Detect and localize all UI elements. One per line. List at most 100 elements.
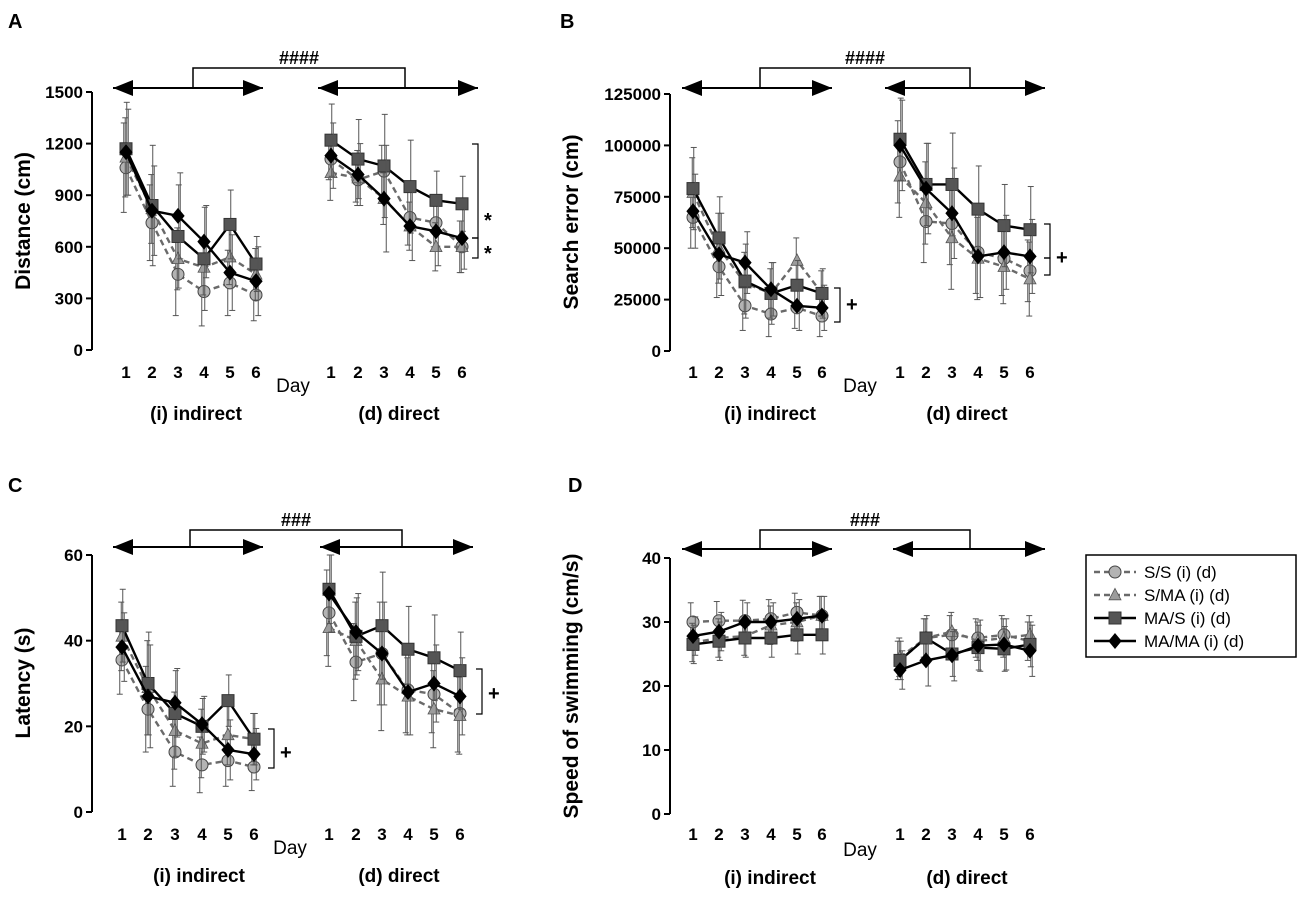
group-label: (d) direct <box>358 866 440 887</box>
x-tick-label: 1 <box>121 363 130 382</box>
data-point <box>790 253 804 266</box>
group-label: (d) direct <box>358 404 440 425</box>
legend-marker <box>1108 611 1122 625</box>
significance-marker: + <box>1056 247 1068 269</box>
data-point <box>738 614 752 630</box>
data-point <box>997 259 1011 272</box>
data-point <box>351 152 365 166</box>
data-point <box>455 197 469 211</box>
y-tick-label: 100000 <box>604 136 661 155</box>
data-point <box>453 708 467 721</box>
bracket-label: ### <box>850 510 880 530</box>
series-3 <box>119 101 469 311</box>
data-point <box>686 182 700 196</box>
significance-bracket <box>476 668 483 715</box>
data-point <box>171 251 185 265</box>
x-axis-label: Day <box>843 840 877 861</box>
x-tick-label: 3 <box>740 363 749 382</box>
y-tick-label: 20 <box>64 717 83 736</box>
data-point <box>375 619 389 633</box>
x-tick-label: 4 <box>766 825 776 844</box>
x-tick-label: 2 <box>353 363 362 382</box>
data-point <box>945 205 959 222</box>
x-tick-label: 2 <box>921 825 930 844</box>
x-tick-label: 4 <box>766 363 776 382</box>
data-point <box>427 701 441 715</box>
series-line <box>899 630 1031 659</box>
y-tick-label: 900 <box>55 186 83 205</box>
x-tick-label: 5 <box>999 825 1008 844</box>
x-tick-label: 4 <box>405 363 415 382</box>
data-point <box>377 159 391 173</box>
x-axis-label: Day <box>273 838 307 859</box>
group-label: (i) indirect <box>153 866 246 887</box>
x-tick-label: 6 <box>817 363 826 382</box>
data-point <box>790 278 804 292</box>
data-point <box>401 684 415 701</box>
data-point <box>453 664 467 678</box>
y-tick-label: 25000 <box>614 291 661 310</box>
series-1 <box>686 120 1037 338</box>
data-point <box>764 614 778 630</box>
significance-bracket <box>1044 257 1051 276</box>
data-point <box>712 260 726 274</box>
y-tick-label: 20 <box>642 677 661 696</box>
x-tick-label: 5 <box>431 363 440 382</box>
series-line <box>120 659 255 769</box>
group-label: (i) indirect <box>724 868 817 889</box>
data-point <box>997 636 1011 653</box>
data-point <box>738 299 752 313</box>
data-point <box>893 168 907 182</box>
series-line <box>124 156 257 276</box>
y-tick-label: 600 <box>55 238 83 257</box>
data-point <box>971 637 985 654</box>
data-point <box>1023 271 1037 285</box>
data-point <box>324 165 338 179</box>
x-tick-label: 2 <box>147 363 156 382</box>
x-tick-label: 2 <box>351 825 360 844</box>
y-tick-label: 75000 <box>614 188 661 207</box>
x-tick-label: 3 <box>377 825 386 844</box>
x-tick-label: 4 <box>199 363 209 382</box>
data-point <box>247 760 261 774</box>
x-tick-label: 1 <box>117 825 126 844</box>
series-3 <box>686 97 1037 325</box>
significance-bracket <box>268 728 275 769</box>
data-point <box>171 207 185 224</box>
legend-marker <box>1108 587 1122 601</box>
data-point <box>168 723 182 736</box>
data-point <box>171 229 185 243</box>
comparison-bracket <box>759 67 971 88</box>
x-tick-label: 4 <box>973 825 983 844</box>
series-line <box>124 151 257 283</box>
y-axis-label: Search error (cm) <box>560 134 583 309</box>
data-point <box>249 288 263 302</box>
significance-bracket <box>834 287 841 323</box>
data-point <box>403 180 417 194</box>
data-point <box>815 286 829 300</box>
x-tick-label: 3 <box>173 363 182 382</box>
data-point <box>195 758 209 772</box>
y-tick-label: 300 <box>55 289 83 308</box>
data-point <box>1023 223 1037 237</box>
comparison-bracket <box>192 67 406 88</box>
data-point <box>893 137 907 154</box>
data-point <box>686 628 700 645</box>
x-tick-label: 1 <box>688 363 697 382</box>
legend-marker <box>1108 565 1122 579</box>
y-tick-label: 1200 <box>45 135 83 154</box>
group-label: (i) indirect <box>150 404 243 425</box>
data-point <box>790 628 804 642</box>
x-tick-label: 6 <box>249 825 258 844</box>
x-tick-label: 5 <box>999 363 1008 382</box>
data-point <box>738 254 752 271</box>
x-tick-label: 2 <box>143 825 152 844</box>
y-tick-label: 40 <box>64 632 83 651</box>
data-point <box>712 623 726 640</box>
data-point <box>322 620 336 634</box>
data-point <box>115 639 129 656</box>
x-axis-label: Day <box>843 376 877 397</box>
data-point <box>322 606 336 620</box>
